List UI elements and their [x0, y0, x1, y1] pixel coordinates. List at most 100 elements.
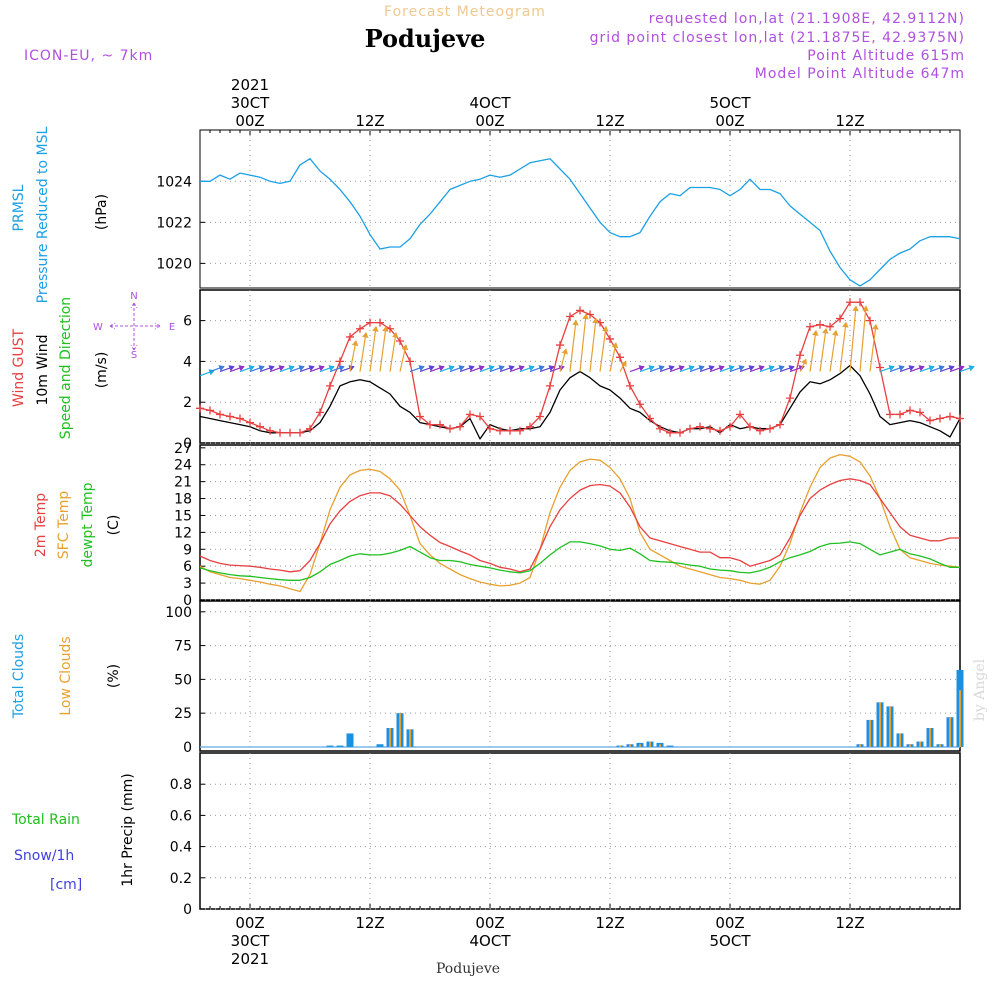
temp-2m-line [199, 478, 960, 573]
gust-marker [266, 426, 274, 435]
time-tick-label: 00Z [475, 914, 504, 932]
wind-arrow-head [308, 365, 315, 372]
gust-marker [736, 410, 744, 419]
wind-arrow-head [648, 365, 655, 372]
gust-marker [466, 410, 474, 419]
gust-marker [236, 414, 244, 423]
temp-unit: (C) [106, 515, 122, 536]
gust-marker [796, 351, 804, 360]
wind-arrow-icon [369, 326, 377, 372]
time-tick-label: 12Z [835, 112, 864, 130]
wind-arrow-icon [379, 326, 387, 372]
y-tick-label: 27 [174, 441, 192, 457]
low-cloud-bar [639, 744, 641, 747]
precip-unit: 1hr Precip (mm) [120, 773, 136, 886]
wind-arrow-head [872, 323, 879, 330]
gust-marker [866, 316, 874, 325]
y-tick-label: 0.2 [170, 871, 192, 887]
gust-marker [536, 412, 544, 421]
gust-marker [656, 424, 664, 433]
temp-label-dewpt: dewpt Temp [80, 482, 96, 567]
header-model: ICON-EU, ~ 7km [24, 48, 153, 64]
wind-arrow-head [448, 365, 455, 372]
y-tick-label: 2 [183, 395, 192, 411]
low-cloud-bar [899, 733, 901, 747]
wind-arrow-head [508, 365, 515, 372]
pressure-label-desc: Pressure Reduced to MSL [35, 126, 51, 303]
gust-marker [616, 353, 624, 362]
gust-marker [516, 426, 524, 435]
y-tick-labels: 1020102210240246036912151821242702550751… [156, 174, 192, 918]
gust-marker [526, 422, 534, 431]
gust-marker [476, 412, 484, 421]
low-cloud-bar [389, 728, 391, 747]
temp-label-2m: 2m Temp [33, 493, 49, 557]
wind-arrow-head [382, 325, 389, 332]
time-tick-label: 12Z [835, 914, 864, 932]
y-tick-label: 0.4 [170, 840, 192, 856]
low-cloud-bar [909, 744, 911, 747]
wind-arrow-head [658, 365, 665, 372]
gust-marker [696, 422, 704, 431]
total-cloud-bar [336, 745, 344, 747]
low-cloud-bar [629, 744, 631, 747]
y-tick-label: 4 [183, 354, 192, 370]
pressure-panel-frame [199, 129, 961, 289]
wind-arrow-head [862, 305, 869, 312]
wind-arrow-head [958, 365, 965, 372]
time-tick-label: 12Z [355, 914, 384, 932]
wind-arrow-icon [809, 330, 817, 372]
wind-arrow-head [800, 358, 807, 365]
compass-s-label: S [131, 350, 137, 361]
total-cloud-bar [666, 745, 674, 747]
wind-arrow-head [638, 365, 645, 372]
low-cloud-bar [919, 741, 921, 747]
grid-lines [200, 130, 960, 910]
wind-arrow-head [538, 365, 545, 372]
y-tick-label: 1024 [156, 174, 192, 190]
pressure-line [200, 158, 961, 287]
time-tick-label: 5OCT [710, 94, 752, 112]
wind-arrow-icon [859, 306, 867, 372]
gust-marker [746, 422, 754, 431]
wind-arrow-head [948, 365, 955, 372]
wind-arrow-head [698, 365, 705, 372]
total-cloud-bar [376, 744, 384, 747]
y-tick-label: 18 [174, 492, 192, 508]
dewpt-line [199, 541, 960, 581]
y-tick-label: 21 [174, 475, 192, 491]
y-tick-label: 0.8 [170, 777, 192, 793]
gust-marker [316, 408, 324, 417]
wind-arrow-head [888, 365, 895, 372]
gust-marker [646, 414, 654, 423]
wind-arrow-head [938, 365, 945, 372]
wind-arrow-head [708, 365, 715, 372]
wind-arrow-icon [359, 332, 367, 372]
wind-arrow-head [592, 317, 599, 324]
wind-arrow-head [338, 365, 345, 372]
time-tick-label: 00Z [715, 914, 744, 932]
gust-marker [756, 426, 764, 435]
gust-marker [246, 418, 254, 427]
gust-marker [446, 424, 454, 433]
wind-arrow-head [258, 365, 265, 372]
gust-marker [576, 306, 584, 315]
wind-arrow-head [318, 365, 325, 372]
low-cloud-bar [879, 702, 881, 747]
wind-arrow-head [298, 365, 305, 372]
footer-location: Podujeve [436, 961, 500, 977]
time-tick-label: 30CT [231, 94, 271, 112]
gust-marker [436, 420, 444, 429]
wind-arrow-head [842, 321, 849, 328]
wind-arrow-head [748, 365, 755, 372]
wind-arrow-head [418, 365, 425, 372]
wind-arrow-head [611, 342, 619, 349]
gust-marker [346, 332, 354, 341]
time-tick-label: 4OCT [470, 932, 512, 950]
wind-arrow-head [688, 365, 695, 372]
credit-watermark: by Angel [972, 658, 988, 721]
wind-arrow-head [268, 365, 275, 372]
low-cloud-bar [619, 745, 621, 747]
